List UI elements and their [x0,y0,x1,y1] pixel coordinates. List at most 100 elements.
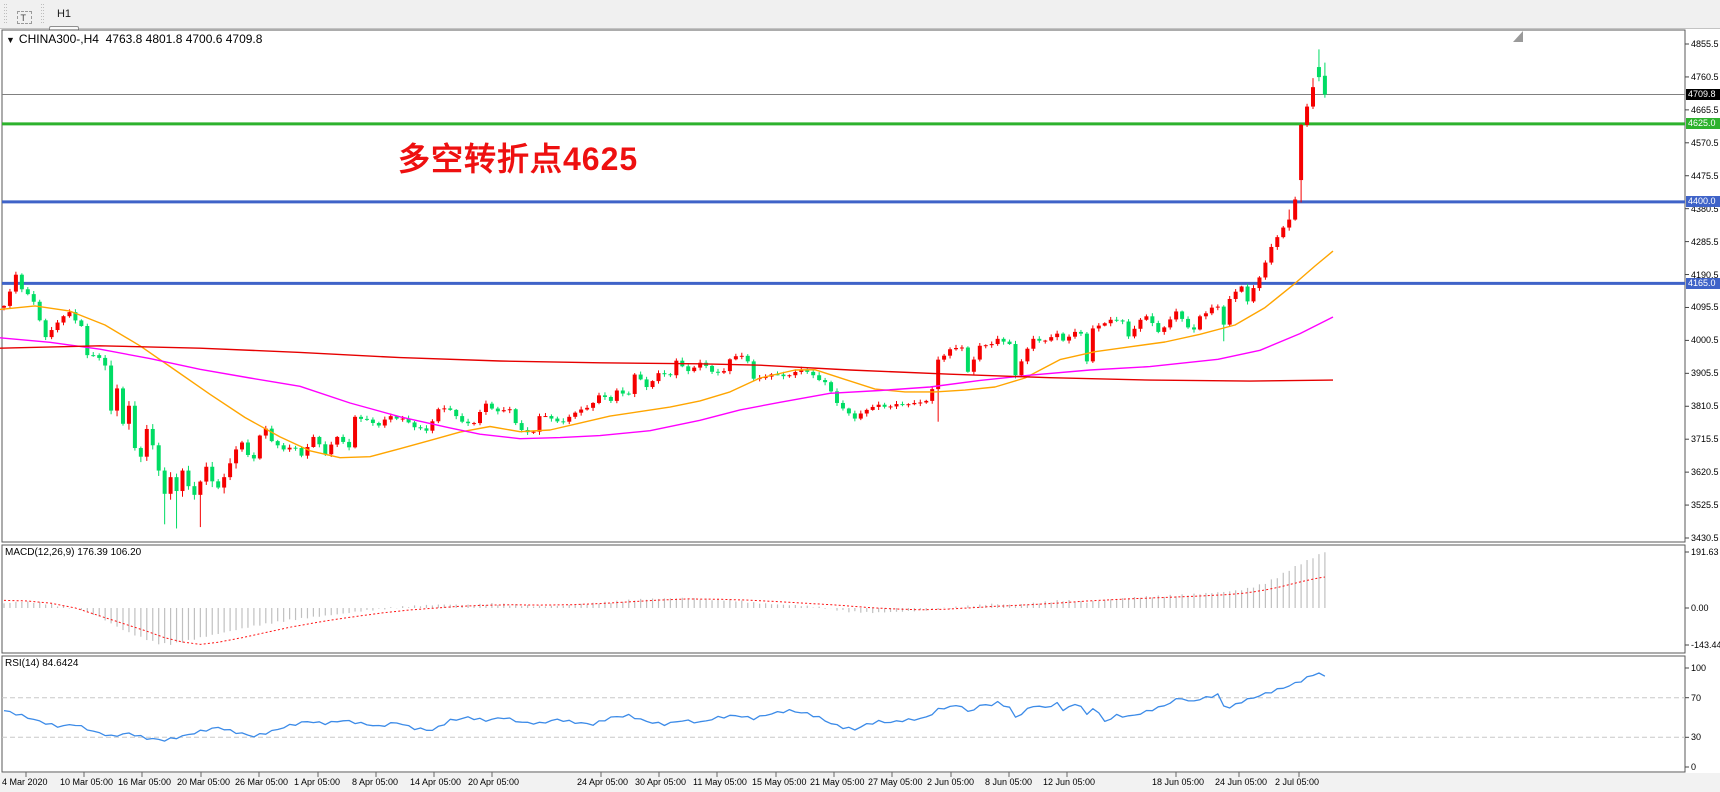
candle-body [382,419,387,426]
candle-body [79,320,84,327]
candle-body [513,409,518,424]
toolbar-drag-handle[interactable] [3,4,8,24]
candle-body [1299,124,1304,181]
candle-body [299,448,304,456]
candle-body [948,349,953,356]
candle-body [620,390,625,394]
timeframe-toolbar-drag-handle[interactable] [40,4,45,24]
candle-body [900,404,905,406]
candle-body [1049,337,1054,341]
candle-body [1215,306,1220,308]
candle-body [930,389,935,401]
candle-body [1180,311,1185,319]
candle-body [1090,328,1095,362]
candle-body [846,408,851,414]
candle-body [144,428,149,457]
candle-body [918,402,923,404]
candle-body [430,421,435,431]
candle-body [1174,311,1179,320]
candle-body [971,359,976,372]
candle-body [240,442,244,450]
timeframe-button-h1[interactable]: H1 [56,8,72,20]
candle-body [293,447,298,449]
candle-body [1305,106,1310,125]
candle-body [840,402,845,409]
candle-body [942,355,947,360]
candle-body [710,365,715,372]
candle-body [198,481,203,495]
candle-body [716,371,720,373]
candle-body [597,395,601,403]
text-label-tool-icon[interactable]: T [12,5,36,29]
symbol-period-label: CHINA300-,H4 [18,32,99,46]
candle-body [787,375,792,377]
candle-body [1203,313,1208,317]
candle-body [1209,307,1214,314]
candle-body [1144,316,1149,320]
candle-body [418,427,423,429]
candle-body [1061,333,1066,341]
candle-body [376,423,381,426]
toolbar: FAT▾ M1M5M15M30H1H4D1W1MN [0,0,1720,116]
candle-body [811,371,816,376]
candle-body [1108,319,1113,324]
candle-body [745,355,750,362]
candle-body [858,413,863,419]
candle-body [370,419,375,424]
candle-body [817,375,822,381]
candle-body [1275,237,1280,247]
candle-body [210,466,215,482]
candle-body [216,481,221,488]
candle-body [1120,320,1125,322]
candle-body [472,423,477,425]
candle-body [91,355,96,357]
candle-body [436,409,441,422]
candle-body [662,373,667,375]
candle-body [1084,333,1089,362]
candle-body [25,289,30,295]
candle-body [1263,262,1268,278]
candle-body [85,326,90,356]
rsi-panel-frame [1,655,1686,773]
price-panel-frame [1,29,1686,543]
candle-body [43,320,48,338]
candle-body [805,369,810,372]
symbol-dropdown-icon[interactable]: ▼ [6,35,15,45]
candle-body [965,347,970,372]
candle-body [257,435,262,459]
chart-title: ▼ CHINA300-,H4 4763.8 4801.8 4700.6 4709.… [6,32,262,46]
candle-body [1013,344,1018,376]
candle-body [1257,277,1262,289]
text-annotation-tool-icon[interactable]: A [12,0,36,5]
candle-body [31,294,36,302]
candle-body [954,347,958,350]
candle-body [1233,291,1238,299]
chart-annotation-text[interactable]: 多空转折点4625 [398,141,639,177]
candle-body [579,409,584,413]
candle-body [174,477,179,492]
candle-body [1073,331,1077,337]
candle-body [650,381,655,388]
candle-body [995,338,1000,345]
candle-body [507,409,512,411]
time-axis-strip[interactable] [0,773,1720,792]
candle-body [37,301,42,321]
candle-body [852,413,857,419]
candle-body [388,416,393,420]
candle-body [341,436,346,442]
candle-body [1138,319,1143,329]
candle-body [614,390,619,401]
ma-mid-magenta [0,316,1334,440]
candle-body [888,406,893,408]
chart-canvas[interactable] [0,29,1720,792]
scroll-anchor-icon[interactable] [1513,31,1523,42]
candle-body [585,407,590,410]
candle-body [495,408,500,412]
candle-body [823,380,828,383]
candle-body [829,382,834,392]
candle-body [400,418,405,420]
candle-body [323,444,328,455]
candle-body [156,445,161,471]
candle-body [1031,338,1036,349]
candle-body [674,360,679,376]
